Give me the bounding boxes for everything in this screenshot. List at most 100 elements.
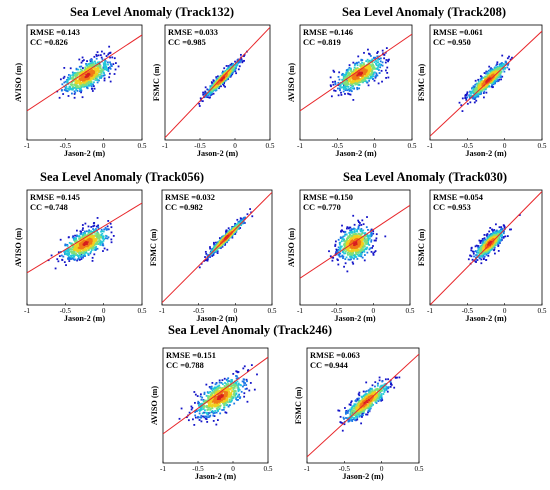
scatter-point [87,238,90,241]
scatter-point [364,254,366,256]
scatter-point [504,66,507,69]
scatter-point [73,239,76,242]
scatter-point [343,235,346,237]
scatter-point [76,71,79,74]
scatter-point [85,83,88,86]
scatter-point [361,251,363,254]
scatter-point [485,70,488,73]
group-title-track030: Sea Level Anomaly (Track030) [343,170,507,184]
scatter-point [376,68,379,71]
scatter-point [80,232,83,235]
scatter-point [356,64,359,67]
scatter-point [78,82,80,84]
y-axis-label: AVISO (m) [14,228,23,267]
scatter-point [67,236,70,239]
scatter-point [80,88,82,91]
scatter-point [508,55,510,58]
scatter-point [488,250,491,252]
scatter-point [364,247,367,250]
fit-line [300,204,410,279]
scatter-point [87,247,89,250]
scatter-point [92,71,95,74]
scatter-point [337,75,340,78]
scatter-point [364,75,367,77]
scatter-point [198,105,201,107]
scatter-point [101,58,104,61]
scatter-point [354,62,357,65]
scatter-point [91,242,94,245]
scatter-point [343,247,346,250]
scatter-point [359,249,362,251]
scatter-point [369,65,372,68]
scatter-point [96,81,99,84]
scatter-point [359,69,362,72]
x-axis-label: Jason-2 (m) [196,314,237,323]
scatter-point [78,58,81,61]
scatter-point [493,229,496,231]
scatter-point [383,57,386,60]
scatter-point [466,102,469,105]
scatter-point [73,96,76,99]
scatter-point [356,74,359,77]
scatter-point [494,67,497,69]
scatter-point [239,227,242,229]
scatter-point [88,239,91,242]
scatter-point [501,75,504,78]
scatter-point [246,213,249,216]
x-tick-label: 0 [503,142,507,150]
scatter-point [497,239,500,242]
scatter-point [81,83,84,86]
x-tick-label: -1 [24,307,30,315]
scatter-point [376,50,379,53]
scatter-point [481,241,484,243]
scatter-point [358,221,360,223]
scatter-point [349,253,352,256]
scatter-point [68,85,71,88]
scatter-point [350,258,352,261]
scatter-point [94,60,96,63]
scatter-point [496,79,499,81]
scatter-point [204,256,206,258]
scatter-point [98,238,101,241]
scatter-point [64,249,67,252]
scatter-point [353,245,356,248]
scatter-point [95,225,98,228]
scatter-point [500,64,503,67]
scatter-point [114,62,117,64]
scatter-point [510,228,512,231]
scatter-point [97,226,100,229]
scatter-point [227,71,229,74]
scatter-point [68,88,71,90]
scatter-point [200,262,203,265]
scatter-point [331,81,334,83]
scatter-point [67,74,70,76]
scatter-point [508,68,511,71]
scatter-point [66,253,68,255]
scatter-point [104,60,107,63]
scatter-point [475,89,478,92]
scatter-point [372,230,375,233]
scatter-point [375,60,378,63]
scatter-point [220,85,222,88]
scatter-point [225,230,227,233]
scatter-point [381,80,383,83]
scatter-point [498,69,501,71]
scatter-point [470,92,473,94]
scatter-point [360,247,363,250]
scatter-point [351,244,353,247]
scatter-point [99,73,102,76]
scatter-point [212,90,214,93]
scatter-point [340,230,342,233]
scatter-point [63,261,66,264]
scatter-point [95,57,98,60]
scatter-point [67,248,69,251]
scatter-point [380,69,383,72]
scatter-point [479,75,482,78]
scatter-point [71,87,73,90]
scatter-point [483,233,486,236]
scatter-point [359,230,362,233]
scatter-point [346,71,348,74]
scatter-point [362,81,364,84]
scatter-point [377,64,380,67]
scatter-point [100,228,103,231]
